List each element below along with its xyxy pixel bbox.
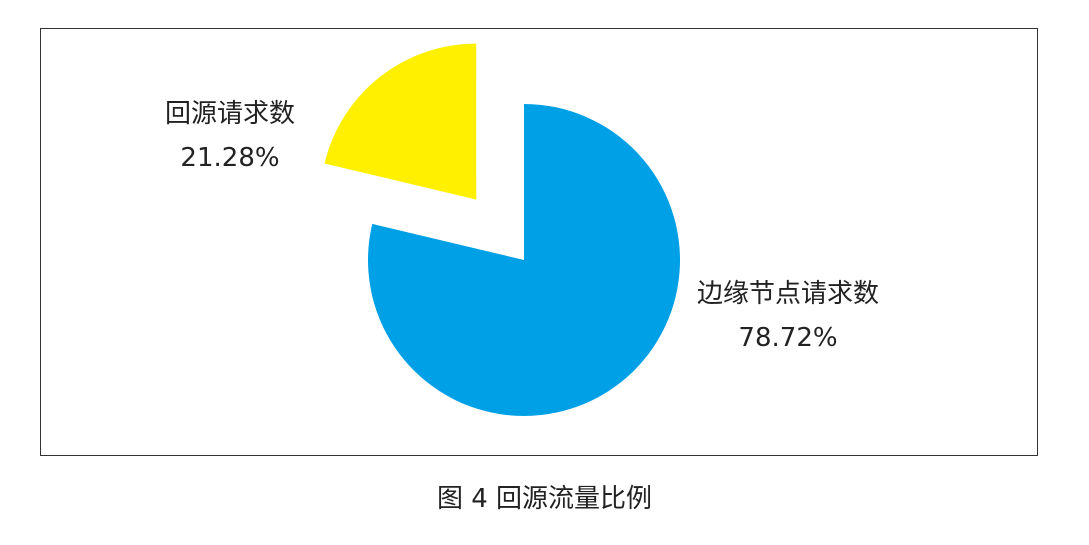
slice-name: 回源请求数 — [164, 99, 295, 129]
chart-frame — [40, 28, 1038, 456]
slice-percent: 21.28% — [180, 143, 280, 173]
pie-slice-0 — [368, 104, 680, 417]
slice-name: 边缘节点请求数 — [696, 279, 879, 309]
slice-label-edge: 边缘节点请求数 78.72% — [678, 272, 898, 360]
figure-caption: 图 4 回源流量比例 — [436, 484, 653, 514]
pie-slice-1 — [324, 43, 477, 200]
slice-label-origin: 回源请求数 21.28% — [140, 92, 320, 180]
slice-percent: 78.72% — [738, 323, 838, 353]
